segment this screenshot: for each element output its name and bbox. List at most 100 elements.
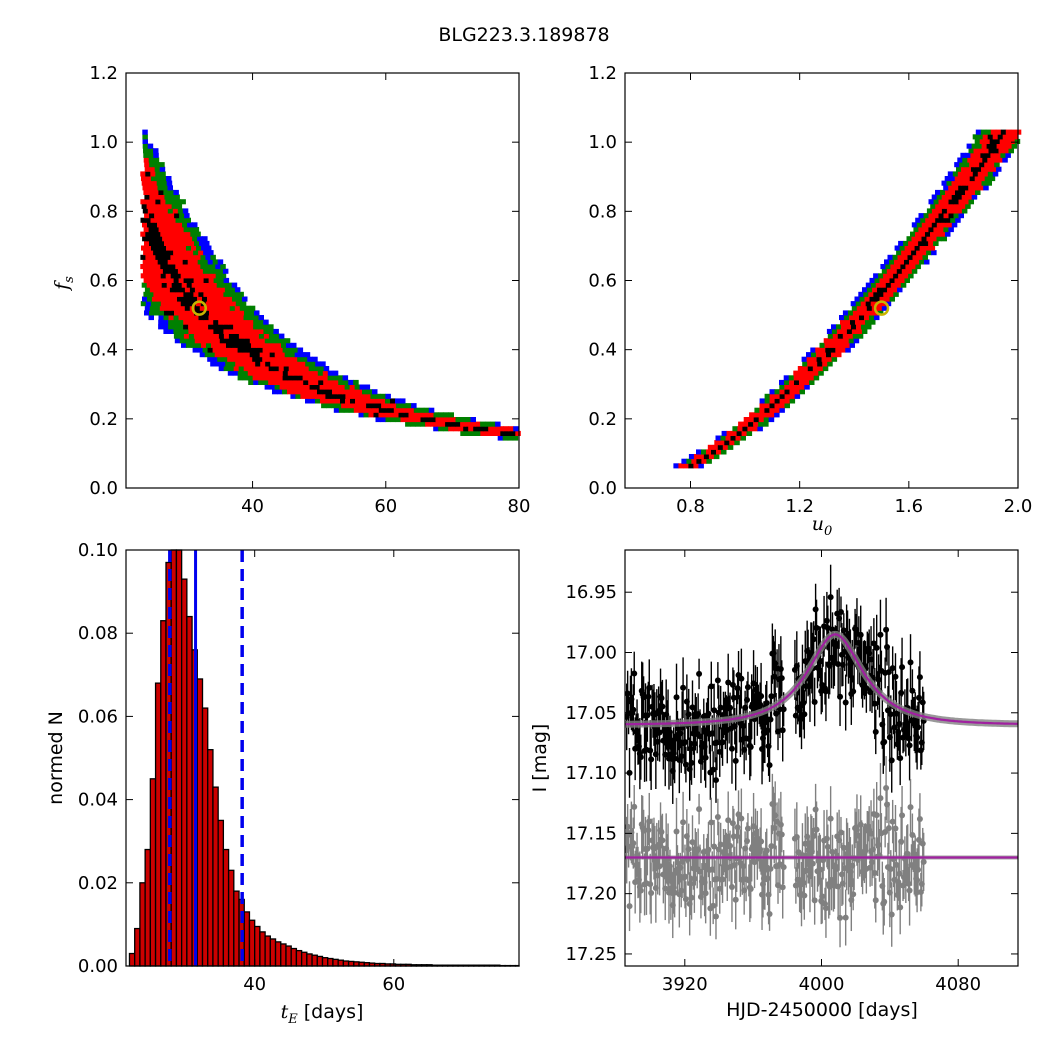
br-residual-point — [899, 812, 906, 819]
tl-cell — [165, 199, 171, 205]
br-data-point — [905, 735, 912, 742]
tr-cell — [763, 417, 770, 423]
tl-cell — [375, 417, 381, 423]
tr-cell — [915, 231, 921, 237]
tl-cell — [400, 398, 406, 404]
tl-cell — [218, 315, 224, 321]
tl-cell — [173, 277, 180, 283]
tl-cell — [181, 245, 187, 251]
br-data-point — [917, 747, 924, 754]
tr-cell — [995, 152, 1001, 158]
tr-cell — [892, 254, 898, 260]
br-data-point — [829, 626, 836, 633]
tl-cell — [157, 296, 163, 302]
tl-cell — [163, 227, 170, 233]
tl-cell — [170, 217, 176, 223]
br-data-point — [685, 711, 692, 718]
br-data-point — [688, 759, 695, 766]
tr-cell — [983, 148, 989, 154]
tl-cell — [258, 324, 264, 330]
tl-cell — [186, 342, 192, 348]
tr-cell — [840, 347, 846, 353]
tl-cell — [147, 143, 154, 149]
tl-cell — [336, 403, 342, 409]
tl-cell — [490, 430, 496, 436]
tl-cell — [200, 254, 206, 260]
tl-cell — [435, 421, 441, 427]
tr-cell — [846, 324, 852, 330]
tl-cell — [315, 398, 321, 404]
tr-cell — [731, 430, 738, 436]
tl-cell — [268, 328, 274, 334]
tl-cell — [248, 333, 255, 339]
tl-cell — [223, 277, 230, 283]
tr-cell — [908, 240, 914, 246]
tl-cell — [160, 171, 166, 177]
tl-cell — [143, 152, 149, 158]
tl-cell — [380, 398, 386, 404]
tl-cell — [188, 250, 194, 256]
tl-cell — [243, 324, 249, 330]
tl-cell — [155, 301, 162, 307]
br-data-point — [744, 696, 751, 703]
tl-cell — [150, 301, 157, 307]
tl-cell — [140, 273, 147, 279]
tl-cell — [350, 398, 356, 404]
tl-cell — [184, 213, 190, 219]
tl-cell — [160, 217, 166, 223]
tr-cell — [949, 176, 956, 182]
tr-cell — [912, 254, 918, 260]
tr-cell — [879, 296, 885, 302]
bl-ytick-label: 0.08 — [78, 623, 118, 644]
tr-cell — [986, 180, 992, 186]
tl-cell — [297, 347, 304, 353]
tl-cell — [154, 305, 161, 311]
br-ytick-label: 17.15 — [565, 823, 617, 844]
tl-cell — [307, 370, 314, 376]
tr-cell — [948, 227, 954, 233]
tl-cell — [213, 328, 219, 334]
tl-cell — [148, 291, 154, 297]
tl-cell — [305, 361, 311, 367]
tr-cell — [889, 259, 895, 265]
tl-cell — [142, 268, 149, 274]
tr-cell — [976, 180, 982, 186]
tl-cell — [254, 338, 261, 344]
tl-cell — [204, 352, 211, 358]
br-data-point — [637, 754, 644, 761]
tl-cell — [209, 287, 216, 293]
tl-cell — [189, 240, 195, 246]
tr-cell — [964, 176, 971, 182]
tl-cell — [168, 227, 175, 233]
br-residual-point — [656, 863, 663, 870]
tl-cell — [177, 236, 183, 242]
tl-cell — [219, 310, 225, 316]
tr-cell — [950, 203, 956, 209]
tr-cell — [901, 250, 907, 256]
tl-cell — [199, 305, 206, 311]
tl-cell — [170, 231, 176, 237]
tl-cell — [232, 347, 239, 353]
tl-cell — [196, 342, 202, 348]
br-residual-point — [673, 828, 680, 835]
tr-cell — [825, 347, 831, 353]
tl-cell — [503, 426, 509, 432]
tl-cell — [145, 301, 152, 307]
tr-cell — [941, 222, 948, 228]
tl-cell — [215, 273, 222, 279]
br-residual-point — [872, 897, 879, 904]
tl-cell — [143, 148, 149, 154]
tr-cell — [887, 254, 893, 260]
tr-cell — [957, 171, 964, 177]
tl-cell — [183, 319, 189, 325]
tl-cell — [428, 407, 435, 413]
tl-cell — [263, 328, 269, 334]
tl-cell — [302, 370, 309, 376]
br-data-point — [714, 677, 721, 684]
tl-cell — [403, 407, 410, 413]
tr-cell — [897, 254, 903, 260]
tr-cell — [954, 176, 961, 182]
tr-cell — [1009, 138, 1016, 144]
br-residual-point — [631, 803, 638, 810]
tl-cell — [192, 296, 198, 302]
